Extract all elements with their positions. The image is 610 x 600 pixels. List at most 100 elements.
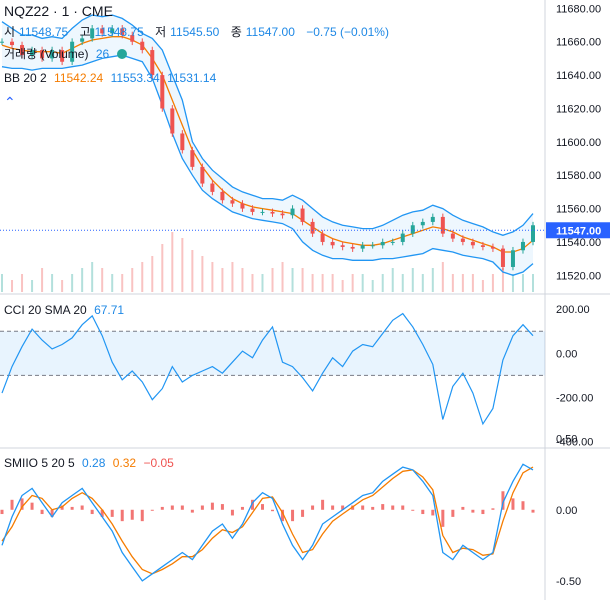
candle-body bbox=[531, 225, 535, 242]
smiio-pane[interactable] bbox=[0, 463, 535, 582]
smiio-hist-bar bbox=[250, 499, 254, 510]
candle-body bbox=[350, 246, 355, 249]
candle-body bbox=[280, 213, 285, 216]
candle-body bbox=[470, 241, 475, 246]
smiio-legend[interactable]: SMIIO 5 20 5 0.28 0.32 −0.05 bbox=[4, 456, 178, 470]
candle-body bbox=[510, 250, 515, 267]
smiio-hist-bar bbox=[461, 506, 465, 510]
candle-body bbox=[460, 238, 465, 242]
cci-tick-label: 0.00 bbox=[556, 348, 577, 360]
price-axis[interactable]: 11680.00 11660.00 11640.00 11620.00 11600.00… bbox=[546, 3, 610, 588]
smiio-hist-bar bbox=[301, 509, 305, 517]
price-pane[interactable] bbox=[0, 14, 545, 292]
candle-body bbox=[390, 241, 395, 243]
volume-bar bbox=[31, 280, 34, 292]
volume-bar bbox=[191, 250, 194, 292]
smiio-hist-bar bbox=[100, 509, 104, 517]
smiio-signal-line bbox=[1, 466, 534, 575]
volume-value: 26 bbox=[95, 47, 110, 61]
smiio-hist-bar bbox=[531, 509, 535, 513]
smiio-hist-bar bbox=[170, 505, 174, 510]
volume-bar bbox=[271, 268, 274, 292]
price-tick-label: 11600.00 bbox=[556, 137, 601, 149]
volume-bar bbox=[401, 274, 404, 292]
smiio-hist-bar bbox=[471, 509, 475, 513]
smiio-hist-bar bbox=[10, 499, 14, 510]
volume-bar bbox=[481, 280, 484, 292]
volume-bar bbox=[301, 268, 304, 292]
smiio-hist-bar bbox=[150, 509, 154, 511]
candle-body bbox=[400, 233, 405, 242]
cci-label: CCI 20 SMA 20 bbox=[4, 303, 87, 317]
cci-tick-label: 200.00 bbox=[556, 304, 590, 316]
volume-bar bbox=[201, 256, 204, 292]
candle-body bbox=[170, 108, 175, 134]
price-tick-label: 11560.00 bbox=[556, 204, 601, 216]
volume-bar bbox=[341, 280, 344, 292]
volume-bar bbox=[41, 268, 44, 292]
bb-band-fill bbox=[2, 15, 533, 276]
candle-body bbox=[380, 241, 385, 246]
smiio-hist-bar bbox=[441, 509, 445, 527]
market-status-icon bbox=[116, 49, 127, 59]
candle-body bbox=[220, 191, 225, 201]
volume-bar bbox=[111, 274, 114, 292]
cci-legend[interactable]: CCI 20 SMA 20 67.71 bbox=[4, 303, 128, 317]
volume-bar bbox=[451, 274, 454, 292]
cci-pane[interactable] bbox=[0, 312, 545, 426]
volume-bar bbox=[131, 268, 134, 292]
smiio-hist-bar bbox=[331, 505, 335, 510]
smiio-smi-line bbox=[1, 463, 534, 582]
smiio-hist-bar bbox=[281, 509, 285, 522]
low-value: 11545.50 bbox=[170, 25, 220, 39]
last-price-label: 11547.00 bbox=[556, 225, 601, 237]
smiio-hist-bar bbox=[521, 501, 525, 510]
candle-body bbox=[430, 216, 435, 222]
smiio-hist-bar bbox=[391, 505, 395, 510]
smiio-signal-value: 0.32 bbox=[112, 456, 137, 470]
price-tick-label: 11520.00 bbox=[556, 270, 601, 282]
bb-basis-value: 11542.24 bbox=[54, 71, 104, 85]
cci-tick-label: -200.00 bbox=[556, 392, 593, 404]
candle-body bbox=[310, 221, 315, 234]
collapse-chevron-icon[interactable]: ⌃ bbox=[4, 94, 16, 110]
symbol-title[interactable]: NQZ22 · 1 · CME bbox=[4, 4, 117, 18]
volume-bar bbox=[181, 238, 184, 292]
candle-body bbox=[180, 133, 185, 151]
volume-bar bbox=[21, 274, 24, 292]
volume-bar bbox=[501, 268, 504, 292]
smiio-hist-bar bbox=[190, 509, 194, 513]
volume-bar bbox=[241, 268, 244, 292]
volume-legend[interactable]: 거래량 (Volume) 26 bbox=[4, 47, 131, 61]
volume-bar bbox=[61, 280, 64, 292]
volume-bar bbox=[351, 274, 354, 292]
volume-bar bbox=[91, 262, 94, 292]
cci-value: 67.71 bbox=[94, 303, 125, 317]
volume-bar bbox=[321, 274, 324, 292]
volume-bar bbox=[521, 274, 524, 292]
smiio-hist-bar bbox=[421, 509, 425, 515]
smiio-hist-bar bbox=[90, 509, 94, 515]
smiio-hist-bar bbox=[140, 509, 144, 522]
bb-legend[interactable]: BB 20 2 11542.24 11553.34 11531.14 bbox=[4, 71, 220, 85]
smiio-hist-bar bbox=[341, 505, 345, 510]
smiio-hist-value: −0.05 bbox=[143, 456, 174, 470]
smiio-smi-value: 0.28 bbox=[82, 456, 106, 470]
smiio-hist-bar bbox=[0, 509, 4, 515]
candle-body bbox=[130, 35, 135, 42]
candle-body bbox=[10, 41, 15, 46]
smiio-hist-bar bbox=[481, 509, 485, 515]
volume-bar bbox=[151, 256, 154, 292]
volume-bar bbox=[291, 268, 294, 292]
volume-label: 거래량 (Volume) bbox=[4, 47, 89, 61]
smiio-hist-bar bbox=[220, 504, 224, 510]
smiio-tick-label: -0.50 bbox=[556, 576, 581, 588]
volume-bar bbox=[141, 262, 144, 292]
volume-bar bbox=[421, 274, 424, 292]
smiio-hist-bar bbox=[511, 498, 515, 510]
cci-line bbox=[1, 312, 534, 426]
close-value: 11547.00 bbox=[245, 25, 295, 39]
candle-body bbox=[230, 200, 235, 204]
last-price-tag[interactable] bbox=[546, 222, 610, 239]
